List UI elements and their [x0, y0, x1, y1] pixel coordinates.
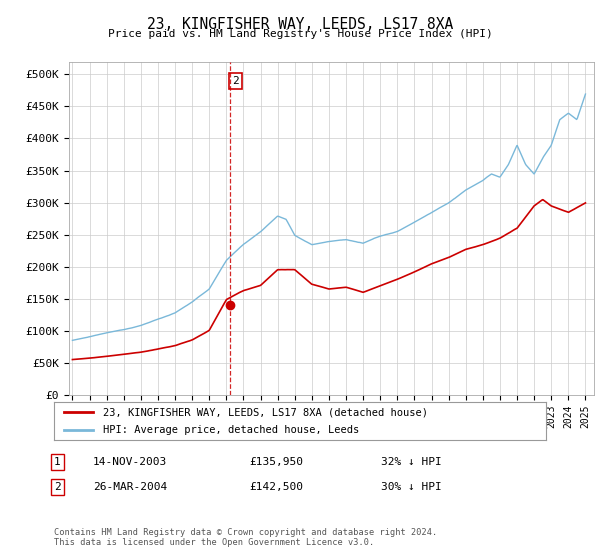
Text: £135,950: £135,950 [249, 457, 303, 467]
Text: 23, KINGFISHER WAY, LEEDS, LS17 8XA (detached house): 23, KINGFISHER WAY, LEEDS, LS17 8XA (det… [103, 407, 428, 417]
Text: Price paid vs. HM Land Registry's House Price Index (HPI): Price paid vs. HM Land Registry's House … [107, 29, 493, 39]
Text: 32% ↓ HPI: 32% ↓ HPI [381, 457, 442, 467]
Text: 2: 2 [54, 482, 61, 492]
Text: 26-MAR-2004: 26-MAR-2004 [93, 482, 167, 492]
Text: Contains HM Land Registry data © Crown copyright and database right 2024.
This d: Contains HM Land Registry data © Crown c… [54, 528, 437, 548]
Text: 2: 2 [232, 76, 239, 86]
Text: 14-NOV-2003: 14-NOV-2003 [93, 457, 167, 467]
Text: 30% ↓ HPI: 30% ↓ HPI [381, 482, 442, 492]
Text: 23, KINGFISHER WAY, LEEDS, LS17 8XA: 23, KINGFISHER WAY, LEEDS, LS17 8XA [147, 17, 453, 32]
Text: HPI: Average price, detached house, Leeds: HPI: Average price, detached house, Leed… [103, 425, 359, 435]
Text: 1: 1 [54, 457, 61, 467]
Text: £142,500: £142,500 [249, 482, 303, 492]
